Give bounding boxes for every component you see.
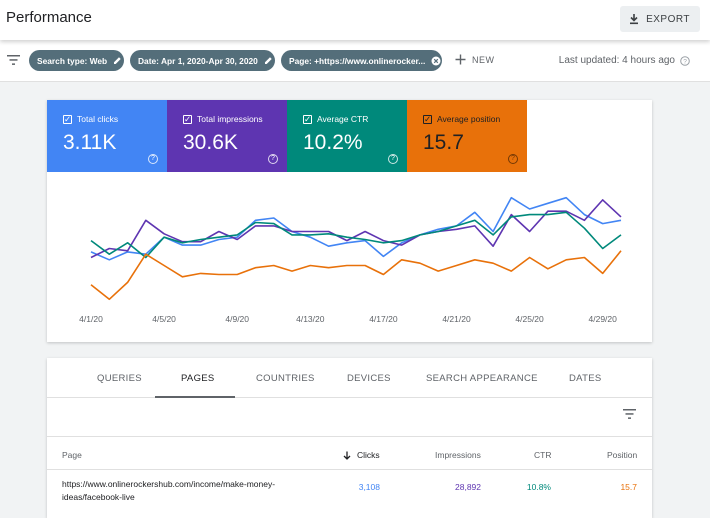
metric-label: Average CTR (317, 114, 369, 124)
metric-total-impressions[interactable]: ✓ Total impressions 30.6K ? (167, 100, 287, 172)
x-tick-label: 4/25/20 (515, 314, 544, 324)
x-tick-label: 4/1/20 (79, 314, 103, 324)
checkbox-checked-icon[interactable]: ✓ (423, 113, 432, 124)
plus-icon (455, 54, 466, 65)
checkbox-checked-icon[interactable]: ✓ (303, 113, 312, 124)
metric-label: Average position (437, 114, 501, 124)
help-icon[interactable]: ? (680, 55, 690, 66)
new-label: NEW (472, 54, 495, 65)
series-line-average-ctr (90, 211, 622, 259)
top-bar: Performance EXPORT (0, 0, 710, 40)
metric-label: Total impressions (197, 114, 263, 124)
export-button[interactable]: EXPORT (620, 6, 700, 32)
metric-value: 30.6K (183, 131, 238, 154)
x-tick-label: 4/5/20 (152, 314, 176, 324)
table-header-row: Page Clicks Impressions CTR Position (47, 436, 652, 470)
arrow-down-icon (343, 451, 351, 460)
metric-label: Total clicks (77, 114, 119, 124)
page-title: Performance (6, 9, 92, 26)
x-tick-label: 4/29/20 (589, 314, 618, 324)
checkbox-checked-icon[interactable]: ✓ (183, 113, 192, 124)
help-icon[interactable]: ? (508, 154, 518, 164)
filter-chip-page[interactable]: Page: +https://www.onlinerocker... (281, 50, 442, 71)
metric-total-clicks[interactable]: ✓ Total clicks 3.11K ? (47, 100, 167, 172)
tab-search-appearance[interactable]: SEARCH APPEARANCE (426, 373, 538, 384)
tab-queries[interactable]: QUERIES (97, 373, 142, 384)
download-icon (630, 14, 639, 25)
metric-average-position[interactable]: ✓ Average position 15.7 ? (407, 100, 527, 172)
column-header-clicks[interactable]: Clicks (343, 450, 380, 460)
pencil-icon[interactable] (113, 56, 122, 65)
svg-text:?: ? (683, 58, 687, 65)
chip-label: Page: +https://www.onlinerocker... (289, 55, 426, 66)
x-tick-label: 4/17/20 (369, 314, 398, 324)
column-header-page[interactable]: Page (62, 450, 82, 460)
new-filter-button[interactable]: NEW (455, 54, 495, 65)
tab-countries[interactable]: COUNTRIES (256, 373, 315, 384)
metric-value: 3.11K (63, 131, 117, 154)
filter-list-icon[interactable] (7, 55, 20, 65)
checkbox-checked-icon[interactable]: ✓ (63, 113, 72, 124)
export-label: EXPORT (646, 13, 690, 25)
column-header-label: Clicks (357, 450, 380, 460)
help-icon[interactable]: ? (148, 154, 158, 164)
series-line-total-clicks (90, 196, 622, 261)
series-line-average-position (90, 250, 622, 301)
pencil-icon[interactable] (264, 56, 273, 65)
line-chart: 4/1/20 4/5/20 4/9/20 4/13/20 4/17/20 4/21/20 4… (79, 196, 622, 324)
cell-position: 15.7 (620, 482, 637, 492)
help-icon[interactable]: ? (268, 154, 278, 164)
metric-average-ctr[interactable]: ✓ Average CTR 10.2% ? (287, 100, 407, 172)
filter-chip-search-type[interactable]: Search type: Web (29, 50, 124, 71)
chip-label: Search type: Web (37, 55, 108, 66)
column-header-ctr[interactable]: CTR (534, 450, 552, 460)
column-header-impressions[interactable]: Impressions (435, 450, 481, 460)
dimension-tabs: QUERIES PAGES COUNTRIES DEVICES SEARCH A… (47, 358, 652, 398)
chip-label: Date: Apr 1, 2020-Apr 30, 2020 (138, 55, 258, 66)
metric-value: 15.7 (423, 131, 464, 154)
performance-chart-card: ✓ Total clicks 3.11K ? ✓ Total impressions… (47, 100, 652, 342)
last-updated: Last updated: 4 hours ago ? (559, 55, 690, 66)
cell-impressions: 28,892 (455, 482, 481, 492)
active-tab-indicator (155, 396, 235, 398)
tab-devices[interactable]: DEVICES (347, 373, 391, 384)
x-tick-label: 4/9/20 (225, 314, 249, 324)
last-updated-text: Last updated: 4 hours ago (558, 55, 675, 66)
x-tick-label: 4/21/20 (442, 314, 471, 324)
x-tick-label: 4/13/20 (296, 314, 325, 324)
filter-list-icon[interactable] (623, 409, 636, 419)
cell-ctr: 10.8% (526, 482, 551, 492)
metric-value: 10.2% (303, 131, 363, 154)
filter-bar: Search type: Web Date: Apr 1, 2020-Apr 3… (0, 40, 710, 82)
close-circle-icon[interactable] (431, 56, 441, 66)
filter-chip-date[interactable]: Date: Apr 1, 2020-Apr 30, 2020 (130, 50, 275, 71)
cell-clicks: 3,108 (358, 482, 380, 492)
help-icon[interactable]: ? (388, 154, 398, 164)
tab-pages[interactable]: PAGES (181, 373, 215, 384)
series-line-total-impressions (90, 199, 622, 259)
table-row[interactable]: https://www.onlinerockershub.com/income/… (47, 470, 652, 514)
tab-dates[interactable]: DATES (569, 373, 602, 384)
column-header-position[interactable]: Position (607, 450, 638, 460)
results-table-card: QUERIES PAGES COUNTRIES DEVICES SEARCH A… (47, 358, 652, 518)
cell-page-url[interactable]: https://www.onlinerockershub.com/income/… (62, 479, 276, 502)
